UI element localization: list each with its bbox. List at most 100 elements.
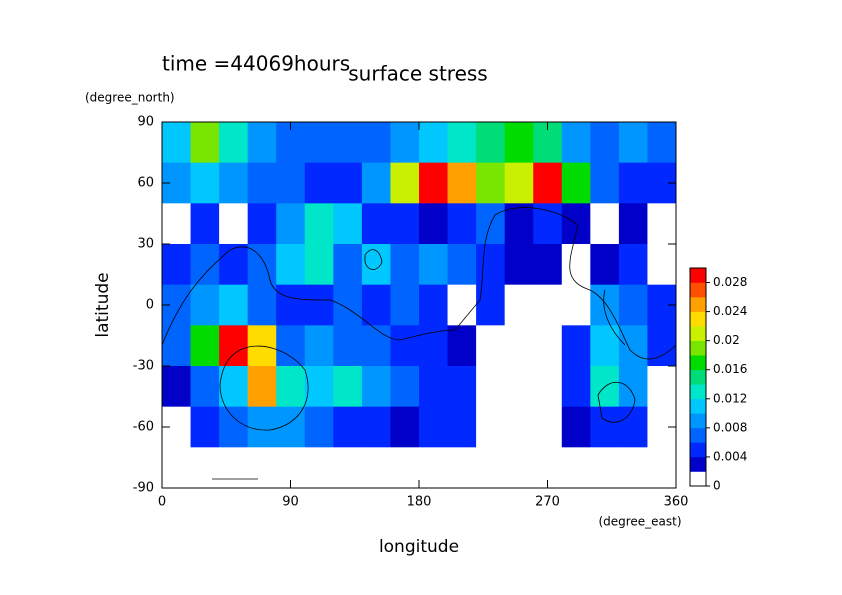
cell bbox=[304, 366, 334, 408]
cell bbox=[647, 244, 677, 286]
cell bbox=[247, 203, 277, 245]
colorbar-tick-label: 0.028 bbox=[713, 275, 747, 289]
cell bbox=[276, 366, 306, 408]
chart-title: surface stress bbox=[348, 62, 487, 86]
colorbar-swatch bbox=[690, 297, 706, 312]
cell bbox=[333, 203, 363, 245]
cell bbox=[590, 122, 620, 164]
cell bbox=[476, 162, 506, 204]
cell bbox=[561, 122, 591, 164]
cell bbox=[447, 162, 477, 204]
colorbar-swatch bbox=[690, 268, 706, 283]
axes: 0 90 180 270 360 -90 -60 -30 0 30 60 90 bbox=[133, 115, 689, 510]
cell bbox=[476, 284, 506, 326]
cell bbox=[647, 203, 677, 245]
colorbar-swatch bbox=[690, 282, 706, 298]
cell bbox=[247, 162, 277, 204]
cell bbox=[304, 325, 334, 367]
cell bbox=[162, 203, 192, 245]
cell bbox=[533, 366, 563, 408]
colorbar: 0 0.004 0.008 0.012 0.016 0.02 0.024 0.028 bbox=[689, 267, 747, 493]
cell bbox=[504, 325, 534, 367]
colorbar-swatch bbox=[690, 384, 706, 400]
cell bbox=[190, 244, 220, 286]
cell bbox=[561, 447, 591, 489]
cell bbox=[219, 406, 249, 448]
cell bbox=[162, 122, 192, 164]
cell bbox=[590, 325, 620, 367]
colorbar-swatch bbox=[690, 369, 706, 385]
cell bbox=[304, 122, 334, 164]
colorbar-swatch bbox=[690, 398, 706, 414]
y-tick-label: 90 bbox=[137, 115, 154, 130]
cell bbox=[162, 366, 192, 408]
coastline bbox=[603, 289, 626, 346]
x-tick-label: 0 bbox=[158, 495, 166, 510]
cell bbox=[561, 284, 591, 326]
colorbar-swatch bbox=[690, 427, 706, 443]
cell bbox=[561, 325, 591, 367]
y-tick-label: 0 bbox=[146, 298, 154, 313]
cell bbox=[247, 366, 277, 408]
cell bbox=[447, 325, 477, 367]
colorbar-tick-label: 0.02 bbox=[713, 333, 740, 347]
cell bbox=[190, 284, 220, 326]
cell bbox=[590, 244, 620, 286]
cell bbox=[361, 366, 391, 408]
cell bbox=[618, 325, 648, 367]
colorbar-swatch bbox=[690, 340, 706, 356]
cell bbox=[247, 447, 277, 489]
cell bbox=[476, 406, 506, 448]
cell bbox=[419, 244, 449, 286]
cell bbox=[590, 406, 620, 448]
cell bbox=[618, 162, 648, 204]
cell bbox=[590, 447, 620, 489]
cell bbox=[533, 325, 563, 367]
cell bbox=[504, 162, 534, 204]
cell bbox=[333, 366, 363, 408]
cell bbox=[504, 284, 534, 326]
x-axis-label: longitude bbox=[379, 537, 459, 557]
y-tick-label: -90 bbox=[133, 481, 154, 496]
cell bbox=[276, 244, 306, 286]
cell bbox=[361, 284, 391, 326]
cell bbox=[304, 447, 334, 489]
cell bbox=[190, 122, 220, 164]
cell bbox=[390, 162, 420, 204]
y-unit: (degree_north) bbox=[85, 91, 175, 105]
cell bbox=[276, 162, 306, 204]
cell bbox=[419, 122, 449, 164]
cell bbox=[304, 203, 334, 245]
cell bbox=[304, 162, 334, 204]
cell bbox=[390, 366, 420, 408]
cell bbox=[361, 406, 391, 448]
cell bbox=[447, 284, 477, 326]
colorbar-tick-label: 0.004 bbox=[713, 449, 747, 463]
colorbar-tick-label: 0.016 bbox=[713, 362, 747, 376]
cell bbox=[219, 244, 249, 286]
colorbar-swatch bbox=[690, 311, 706, 327]
cell bbox=[618, 406, 648, 448]
time-label: time =44069hours bbox=[162, 52, 350, 76]
colorbar-swatch bbox=[690, 471, 706, 487]
colorbar-swatch bbox=[690, 442, 706, 458]
cell bbox=[162, 244, 192, 286]
cell bbox=[190, 406, 220, 448]
cell bbox=[504, 244, 534, 286]
colorbar-swatch bbox=[690, 355, 706, 371]
cell bbox=[447, 203, 477, 245]
cell bbox=[219, 284, 249, 326]
cell bbox=[447, 406, 477, 448]
cell bbox=[219, 447, 249, 489]
cell bbox=[333, 284, 363, 326]
cell bbox=[304, 284, 334, 326]
cell bbox=[504, 447, 534, 489]
cell bbox=[476, 244, 506, 286]
x-tick-label: 360 bbox=[664, 495, 689, 510]
cell bbox=[247, 406, 277, 448]
cell bbox=[390, 203, 420, 245]
cell bbox=[447, 447, 477, 489]
cell bbox=[162, 447, 192, 489]
colorbar-tick-label: 0.008 bbox=[713, 420, 747, 434]
